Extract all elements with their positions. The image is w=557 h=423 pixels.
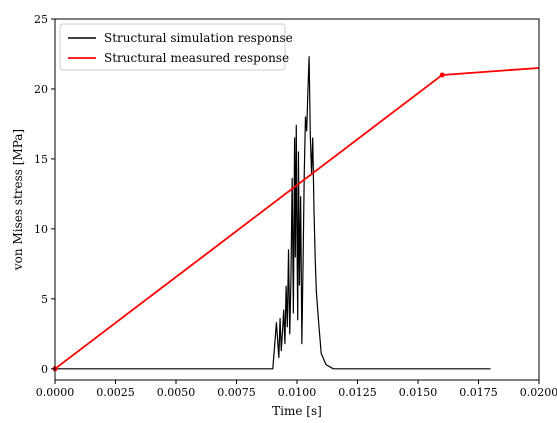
x-tick-label: 0.0100 xyxy=(278,386,317,399)
x-tick-label: 0.0000 xyxy=(36,386,75,399)
x-tick-label: 0.0050 xyxy=(157,386,196,399)
x-axis-label: Time [s] xyxy=(272,404,322,418)
y-tick-label: 0 xyxy=(41,363,48,376)
x-tick-label: 0.0075 xyxy=(217,386,256,399)
legend-label-measured: Structural measured response xyxy=(104,51,289,65)
plot-content xyxy=(52,56,540,372)
x-tick-label: 0.0025 xyxy=(96,386,135,399)
x-axis: 0.0000 0.0025 0.0050 0.0075 0.0100 0.0125 0.01… xyxy=(36,380,557,399)
legend: Structural simulation response Structura… xyxy=(59,23,293,71)
x-tick-label: 0.0150 xyxy=(399,386,438,399)
y-tick-label: 5 xyxy=(41,293,48,306)
legend-box xyxy=(59,23,286,71)
y-axis-label: von Mises stress [MPa] xyxy=(11,129,25,271)
y-tick-label: 15 xyxy=(34,153,48,166)
legend-label-simulation: Structural simulation response xyxy=(104,31,293,45)
y-tick-label: 20 xyxy=(34,83,48,96)
y-axis: 0 5 10 15 20 25 xyxy=(34,13,55,376)
y-tick-label: 10 xyxy=(34,223,48,236)
x-tick-label: 0.0125 xyxy=(338,386,377,399)
data-point-marker xyxy=(439,72,445,78)
series-line-simulation xyxy=(55,56,491,370)
x-tick-label: 0.0200 xyxy=(520,386,557,399)
y-tick-label: 25 xyxy=(34,13,48,26)
x-tick-label: 0.0175 xyxy=(459,386,498,399)
